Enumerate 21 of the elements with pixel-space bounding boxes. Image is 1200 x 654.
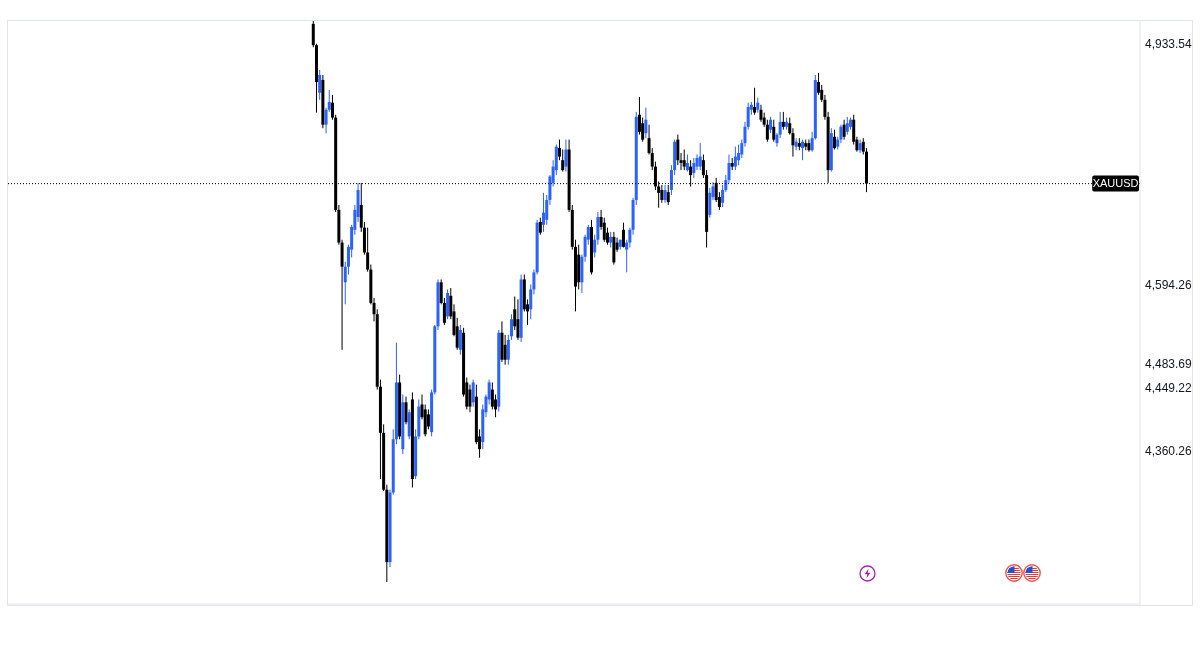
- ref-line-label: XAUUSD: [1092, 177, 1139, 190]
- candlestick: [842, 119, 846, 141]
- candlestick: [772, 119, 776, 143]
- candlestick: [644, 107, 648, 139]
- candlestick: [737, 144, 741, 166]
- candlestick: [458, 324, 462, 356]
- candlestick: [676, 134, 680, 166]
- candlestick: [561, 149, 565, 173]
- y-tick-label: 4,933.54: [1145, 37, 1193, 52]
- y-tick-label: 4,594.26: [1145, 278, 1193, 293]
- candlestick: [471, 379, 475, 408]
- y-tick-label: 4,483.69: [1145, 356, 1193, 371]
- candlestick: [542, 192, 546, 233]
- y-tick-label: 4,360.26: [1145, 444, 1193, 459]
- candlestick: [516, 298, 520, 341]
- candlestick: [318, 69, 322, 101]
- candlestick: [404, 396, 408, 425]
- candlestick: [426, 408, 430, 430]
- y-tick-label: 4,449.22: [1145, 381, 1193, 396]
- candlestick: [692, 157, 696, 179]
- candlestick: [468, 384, 472, 413]
